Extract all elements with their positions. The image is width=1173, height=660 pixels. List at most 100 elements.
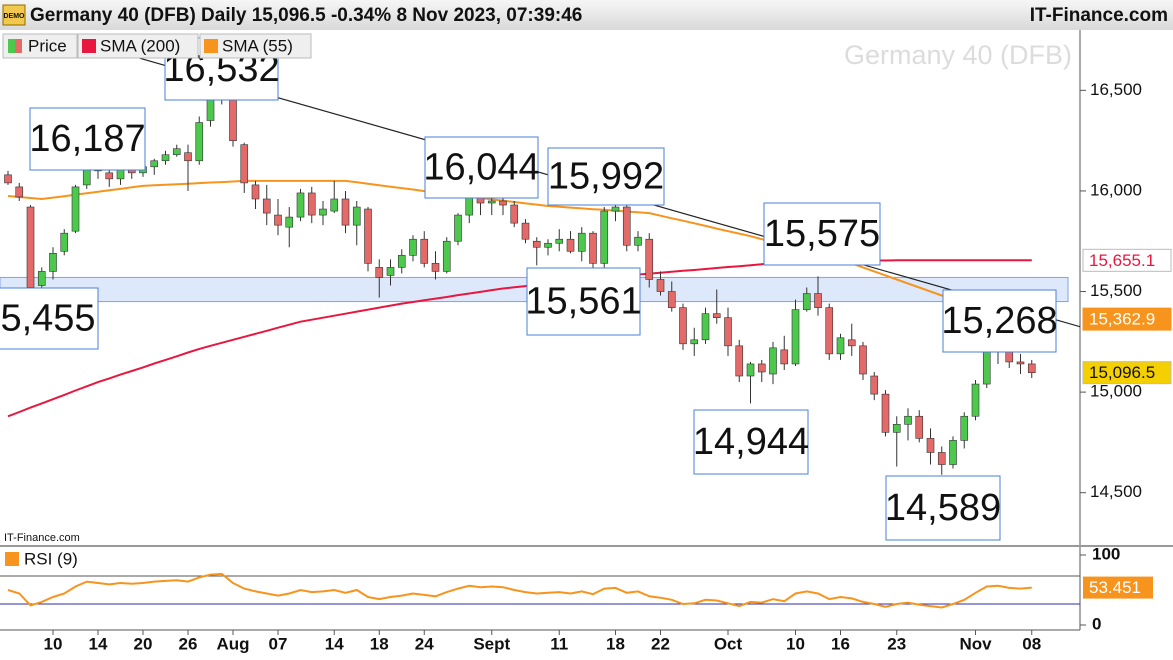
candle-body [577,232,586,252]
candle-body [667,291,676,308]
candle-body [229,94,237,141]
rsi-tick-label: 0 [1092,614,1101,633]
candle-body [746,363,755,377]
candle-body [15,186,24,198]
annotation-box [885,475,1001,541]
candle-body [499,200,507,206]
x-tick-label: 16 [831,634,850,653]
candle-body [656,279,665,292]
candle-body [454,214,462,242]
candle-body [420,238,429,264]
candle-body [195,122,204,162]
last-value-label: 15,362.9 [1089,310,1155,329]
y-tick-label: 16,000 [1090,180,1142,199]
legend-label: SMA (55) [222,36,293,55]
candle-body [465,196,474,216]
annotation: 15,561 [525,281,641,323]
x-tick-label: 20 [134,634,153,653]
candle-body [611,206,620,212]
candle-body [712,313,721,318]
candle-body [600,210,609,264]
candle-body [375,267,384,278]
y-tick-label: 15,500 [1090,281,1142,300]
candle-body [4,174,12,184]
legend-box [77,33,199,59]
x-tick-label: 11 [550,634,568,653]
candle-body [532,240,541,248]
candle-body [544,242,552,248]
rsi-last-box [1083,576,1153,599]
x-tick-label: Aug [216,634,249,653]
annotation-box [526,267,641,336]
candle-body [330,198,339,212]
last-value-label: 15,655.1 [1089,251,1155,270]
candle-body [397,255,406,268]
candle-body [802,293,811,310]
badge-icon [2,4,26,26]
candle-body [926,438,935,453]
annotation: 15,268 [941,300,1057,342]
x-tick-label: 14 [325,634,344,653]
candle-body [1027,363,1036,373]
candle-body [757,363,766,373]
candle-body [645,238,654,280]
legend-swatch [15,39,22,53]
credit: IT-Finance.com [4,532,80,544]
candle-body [622,206,631,246]
annotation-box [424,136,539,199]
candle-body [184,152,192,162]
annotation-box [763,202,881,266]
annotation-box [942,289,1057,353]
candle-body [724,317,732,347]
candle-body [881,393,890,433]
x-tick-label: Oct [714,634,743,653]
legend-swatch [204,39,218,53]
rsi-last-label: 53.451 [1089,578,1141,597]
annotation-box [547,147,665,206]
annotation: 15,992 [548,156,664,198]
candle-body [814,293,822,308]
candle-body [341,198,350,226]
x-tick-label: 10 [786,634,805,653]
candle-body [352,206,361,226]
badge: DEMO [4,13,26,20]
x-tick-label: 18 [370,634,389,653]
x-tick-label: 24 [415,634,434,653]
y-tick-label: 14,500 [1090,482,1142,501]
candle-body [701,313,710,341]
annotation: 15,575 [764,213,880,255]
x-tick-label: 18 [606,634,625,653]
rsi-panel [0,572,1080,609]
candle-body [960,415,969,441]
candle-body [510,204,519,224]
legend-swatch [8,39,15,53]
candle-body [634,236,642,246]
candle-body [442,240,451,272]
last-value-box [1082,361,1172,385]
candle-body [904,415,912,425]
candle-body [240,144,249,184]
candle-body [409,238,417,256]
candle-body [26,206,35,288]
rsi-line [7,572,1032,609]
rsi-tick-label: 100 [1092,544,1120,563]
candle-body [859,345,867,375]
x-tick-label: 07 [269,634,288,653]
candle-body [690,339,699,345]
candle-body [105,172,114,180]
annotation: 16,044 [423,147,539,189]
candle-body [870,375,879,395]
legend-swatch [5,552,19,566]
watermark: Germany 40 (DFB) [844,40,1072,70]
candle-body [307,192,316,216]
candle-body [296,192,305,218]
candle-body [285,216,294,228]
last-value-label: 15,096.5 [1089,363,1155,382]
candle-body [825,307,834,355]
candle-body [521,222,530,240]
candle-body [161,154,170,162]
candle-body [71,186,80,232]
x-tick-label: 23 [887,634,906,653]
